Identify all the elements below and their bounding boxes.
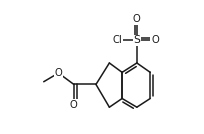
Text: O: O [133, 14, 141, 24]
Text: O: O [151, 35, 159, 45]
Text: O: O [70, 100, 78, 109]
Text: S: S [133, 35, 140, 45]
Text: O: O [55, 68, 62, 78]
Text: Cl: Cl [113, 35, 122, 45]
